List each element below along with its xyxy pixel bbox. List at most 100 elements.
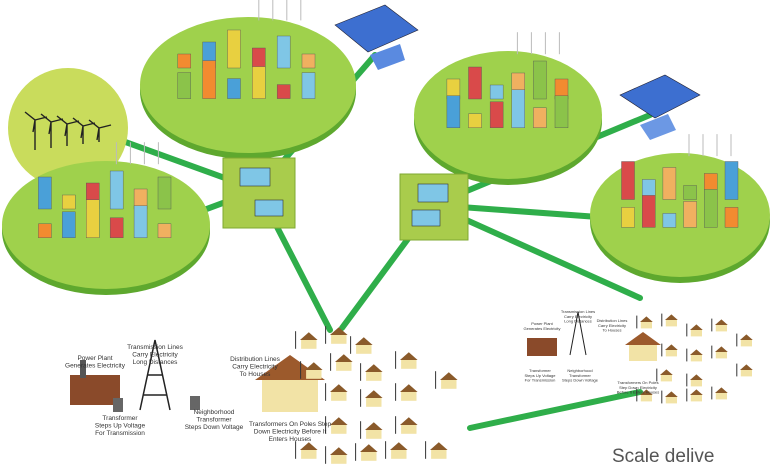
label: Long Distances <box>564 319 592 324</box>
building <box>38 224 51 238</box>
page: {"main_grid": {"labels": [ ["Power Plant… <box>0 0 771 467</box>
building <box>469 114 482 128</box>
house <box>301 340 316 349</box>
caption: Scale delive <box>612 446 714 467</box>
island <box>2 161 210 289</box>
label: Transformer <box>196 417 232 424</box>
building <box>158 177 171 209</box>
label: Steps Down Voltage <box>185 424 244 431</box>
building <box>469 67 482 99</box>
building <box>663 213 676 227</box>
building <box>512 90 525 128</box>
building <box>252 67 265 99</box>
building <box>110 218 123 238</box>
label: Carry Electricity <box>132 352 178 359</box>
house <box>391 450 406 459</box>
island <box>414 51 602 179</box>
building <box>490 102 503 128</box>
island <box>140 17 356 153</box>
house <box>300 442 318 450</box>
label: Before It Enters Houses <box>617 390 659 395</box>
house <box>665 391 678 397</box>
house <box>390 442 408 450</box>
building <box>38 177 51 209</box>
building <box>62 195 75 209</box>
label: Steps Down Voltage <box>562 378 599 383</box>
house <box>301 450 316 459</box>
house <box>690 374 703 380</box>
house <box>660 369 673 375</box>
label: Carry Electricity <box>232 364 278 371</box>
house <box>665 344 678 350</box>
house <box>335 354 353 362</box>
house <box>691 395 702 401</box>
house <box>366 398 381 407</box>
building <box>178 73 191 99</box>
house <box>365 364 383 372</box>
house <box>331 455 346 464</box>
label: Enters Houses <box>269 436 312 443</box>
house <box>306 370 321 379</box>
house <box>300 332 318 340</box>
building <box>227 79 240 99</box>
building <box>642 195 655 227</box>
building <box>622 207 635 227</box>
house <box>690 324 703 330</box>
building <box>110 171 123 209</box>
house <box>666 350 677 356</box>
house <box>691 380 702 386</box>
house <box>356 345 371 354</box>
house <box>336 362 351 371</box>
house <box>400 384 418 392</box>
building <box>62 212 75 238</box>
label: Steps Up Voltage <box>95 423 146 430</box>
house <box>355 337 373 345</box>
building <box>252 48 265 68</box>
label: Long Distances <box>133 359 179 366</box>
house <box>641 322 652 328</box>
building <box>622 162 635 200</box>
building <box>203 61 216 99</box>
house <box>741 370 752 376</box>
house <box>400 352 418 360</box>
island <box>590 153 770 277</box>
label: Power Plant <box>77 355 112 362</box>
house <box>366 372 381 381</box>
house <box>330 447 348 455</box>
building <box>555 96 568 128</box>
house <box>401 360 416 369</box>
building <box>684 186 697 200</box>
building <box>684 201 697 227</box>
house <box>661 375 672 381</box>
label: Transmission Lines <box>127 344 184 351</box>
house <box>401 392 416 401</box>
label: To Houses <box>240 371 271 378</box>
building <box>725 162 738 200</box>
label: Neighborhood <box>194 409 235 416</box>
label: Distribution Lines <box>230 356 281 363</box>
house <box>331 425 346 434</box>
house <box>400 417 418 425</box>
building <box>158 224 171 238</box>
house <box>691 355 702 361</box>
house <box>330 417 348 425</box>
label: Generates Electricity <box>65 363 126 370</box>
house <box>716 352 727 358</box>
house <box>401 425 416 434</box>
building <box>490 85 503 99</box>
house <box>716 393 727 399</box>
label: Transformers On Poles Step <box>249 421 332 428</box>
building <box>227 30 240 68</box>
label: Generates Electricity <box>524 326 561 331</box>
house <box>305 362 323 370</box>
house <box>366 430 381 439</box>
label: To Houses <box>603 328 622 333</box>
label: For Transmission <box>95 430 145 437</box>
house <box>430 442 448 450</box>
building <box>533 108 546 128</box>
house <box>360 444 378 452</box>
house <box>331 335 346 344</box>
house <box>715 387 728 393</box>
house <box>666 320 677 326</box>
smart-grid-illustration: Scale delive Power PlantGenerates Electr… <box>0 0 771 467</box>
